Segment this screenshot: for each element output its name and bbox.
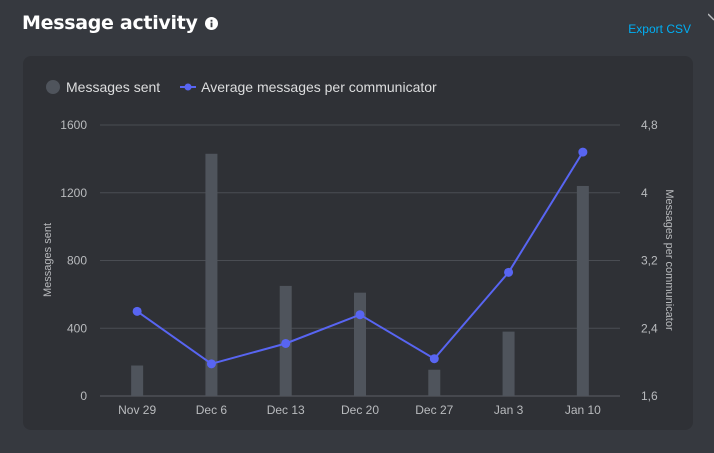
legend-swatch-bar — [46, 80, 60, 94]
line-point — [504, 267, 514, 277]
x-tick-label: Dec 20 — [341, 403, 379, 417]
y-tick-label: 1600 — [60, 118, 87, 132]
line-point — [578, 147, 588, 157]
bar — [354, 292, 366, 396]
legend-label: Messages sent — [66, 79, 161, 95]
chevron-down-icon[interactable] — [708, 12, 714, 24]
export-csv-link[interactable]: Export CSV — [628, 22, 691, 36]
legend-item-average[interactable]: Average messages per communicator — [180, 79, 437, 95]
x-tick-label: Nov 29 — [118, 403, 156, 417]
y-axis-title: Messages sent — [42, 223, 54, 297]
y-tick-label: 400 — [67, 321, 87, 335]
x-tick-label: Dec 6 — [196, 403, 228, 417]
x-tick-label: Jan 10 — [565, 403, 601, 417]
x-tick-label: Dec 13 — [267, 403, 305, 417]
line-point — [429, 354, 439, 364]
legend-item-messages-sent[interactable]: Messages sent — [46, 79, 160, 95]
legend-label: Average messages per communicator — [201, 79, 437, 95]
y-right-tick-label: 2,4 — [641, 321, 658, 335]
y-right-tick-label: 1,6 — [641, 389, 658, 403]
bar — [576, 185, 589, 396]
bar — [131, 365, 144, 396]
y-tick-label: 0 — [80, 389, 87, 403]
bar — [502, 331, 515, 396]
page-title-text: Message activity — [22, 12, 198, 34]
x-tick-label: Dec 27 — [415, 403, 453, 417]
y-right-axis-title: Messages per communicator — [663, 189, 675, 331]
bar — [205, 153, 218, 396]
line-point — [206, 359, 216, 369]
chart-legend: Messages sent Average messages per commu… — [46, 79, 457, 95]
info-icon[interactable] — [204, 17, 218, 30]
y-right-tick-label: 3,2 — [641, 254, 658, 268]
bar — [428, 369, 441, 396]
page-title: Message activity — [22, 12, 218, 34]
y-tick-label: 800 — [67, 254, 87, 268]
line-point — [355, 310, 365, 320]
y-right-tick-label: 4,8 — [641, 118, 658, 132]
line-point — [132, 306, 142, 316]
x-tick-label: Jan 3 — [494, 403, 524, 417]
line-point — [281, 338, 291, 348]
y-right-tick-label: 4 — [641, 186, 648, 200]
legend-swatch-line — [180, 83, 197, 91]
y-tick-label: 1200 — [60, 186, 87, 200]
